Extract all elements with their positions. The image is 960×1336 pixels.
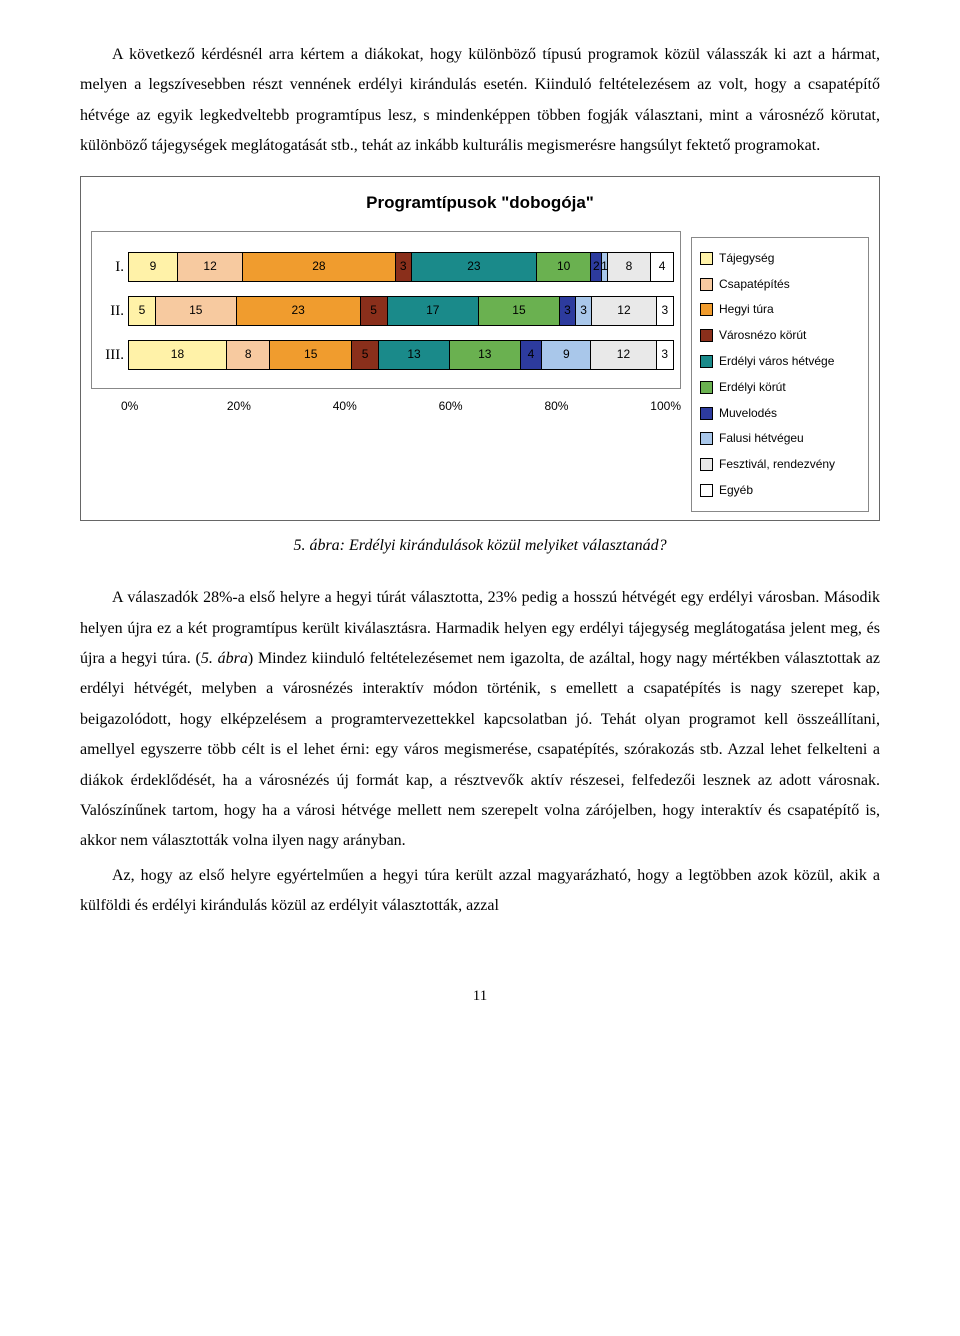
bar-segment: 15 <box>156 297 237 325</box>
chart-caption: 5. ábra: Erdélyi kirándulások közül mely… <box>80 531 880 561</box>
bar-segment: 8 <box>227 341 271 369</box>
bar-segment: 12 <box>592 297 657 325</box>
axis-tick: 80% <box>544 395 650 418</box>
legend-label: Egyéb <box>719 479 753 502</box>
caption-number: 5. ábra <box>293 537 339 554</box>
legend-label: Erdélyi város hétvége <box>719 350 834 373</box>
axis-tick: 60% <box>439 395 545 418</box>
legend-swatch <box>700 407 713 420</box>
x-axis: 0%20%40%60%80%100% <box>121 395 681 418</box>
chart-container: Programtípusok "dobogója" I.912283231021… <box>80 176 880 521</box>
p2-italic: 5. ábra <box>201 650 248 667</box>
bar-segment: 3 <box>560 297 576 325</box>
bar-segment: 4 <box>521 341 543 369</box>
bar-row-label: III. <box>98 341 128 370</box>
bar-segment: 9 <box>542 341 591 369</box>
legend-swatch <box>700 252 713 265</box>
axis-tick: 40% <box>333 395 439 418</box>
bar-segment: 15 <box>270 341 352 369</box>
bar-segment: 18 <box>129 341 227 369</box>
chart-title: Programtípusok "dobogója" <box>91 187 869 219</box>
bar-segment: 5 <box>361 297 388 325</box>
chart-plot: I.91228323102184II.515235171533123III.18… <box>91 231 681 512</box>
legend-item: Egyéb <box>700 479 860 502</box>
caption-text: : Erdélyi kirándulások közül melyiket vá… <box>340 537 667 554</box>
axis-tick: 20% <box>227 395 333 418</box>
stacked-bar: 188155131349123 <box>128 340 674 370</box>
legend-item: Tájegység <box>700 247 860 270</box>
legend-label: Városnézo körút <box>719 324 806 347</box>
legend-item: Városnézo körút <box>700 324 860 347</box>
legend-label: Csapatépítés <box>719 273 790 296</box>
legend-swatch <box>700 484 713 497</box>
paragraph-2: A válaszadók 28%-a első helyre a hegyi t… <box>80 583 880 857</box>
bar-segment: 4 <box>651 253 673 281</box>
legend-label: Tájegység <box>719 247 774 270</box>
chart-legend: Tájegység CsapatépítésHegyi túra Városnézo… <box>691 237 869 512</box>
bar-segment: 12 <box>591 341 656 369</box>
bar-segment: 2 <box>591 253 602 281</box>
bar-row: II.515235171533123 <box>98 296 674 326</box>
legend-label: Erdélyi körút <box>719 376 786 399</box>
bar-row: I.91228323102184 <box>98 252 674 282</box>
legend-label: Hegyi túra <box>719 298 774 321</box>
legend-swatch <box>700 329 713 342</box>
bar-segment: 28 <box>243 253 395 281</box>
bar-segment: 12 <box>178 253 243 281</box>
legend-swatch <box>700 303 713 316</box>
legend-swatch <box>700 355 713 368</box>
bar-segment: 3 <box>657 297 673 325</box>
bar-segment: 13 <box>379 341 450 369</box>
legend-label: Muvelodés <box>719 402 777 425</box>
bar-segment: 3 <box>657 341 673 369</box>
legend-label: Fesztivál, rendezvény <box>719 453 835 476</box>
legend-swatch <box>700 432 713 445</box>
axis-tick: 100% <box>650 395 681 418</box>
p2-part-c: ) Mindez kiinduló feltételezésemet nem i… <box>80 650 880 849</box>
bar-row-label: I. <box>98 253 128 282</box>
stacked-bar: 91228323102184 <box>128 252 674 282</box>
bar-segment: 5 <box>129 297 156 325</box>
bar-segment: 17 <box>388 297 480 325</box>
bar-segment: 15 <box>479 297 560 325</box>
legend-item: Falusi hétvégeu <box>700 427 860 450</box>
legend-item: Hegyi túra <box>700 298 860 321</box>
paragraph-1: A következő kérdésnél arra kértem a diák… <box>80 40 880 162</box>
bar-segment: 3 <box>396 253 412 281</box>
bar-segment: 5 <box>352 341 379 369</box>
legend-item: Erdélyi körút <box>700 376 860 399</box>
legend-item: Fesztivál, rendezvény <box>700 453 860 476</box>
paragraph-3: Az, hogy az első helyre egyértelműen a h… <box>80 861 880 922</box>
bar-segment: 23 <box>237 297 361 325</box>
legend-item: Erdélyi város hétvége <box>700 350 860 373</box>
legend-item: Csapatépítés <box>700 273 860 296</box>
page-number: 11 <box>80 982 880 1011</box>
bar-segment: 10 <box>537 253 591 281</box>
legend-swatch <box>700 381 713 394</box>
legend-swatch <box>700 278 713 291</box>
bar-row-label: II. <box>98 297 128 326</box>
bar-segment: 3 <box>576 297 592 325</box>
bar-segment: 8 <box>608 253 652 281</box>
bar-segment: 9 <box>129 253 178 281</box>
legend-swatch <box>700 458 713 471</box>
bar-segment: 13 <box>450 341 521 369</box>
bar-row: III.188155131349123 <box>98 340 674 370</box>
bar-segment: 23 <box>412 253 537 281</box>
legend-label: Falusi hétvégeu <box>719 427 804 450</box>
legend-item: Muvelodés <box>700 402 860 425</box>
axis-tick: 0% <box>121 395 227 418</box>
chart-body: I.91228323102184II.515235171533123III.18… <box>91 231 869 512</box>
stacked-bar: 515235171533123 <box>128 296 674 326</box>
